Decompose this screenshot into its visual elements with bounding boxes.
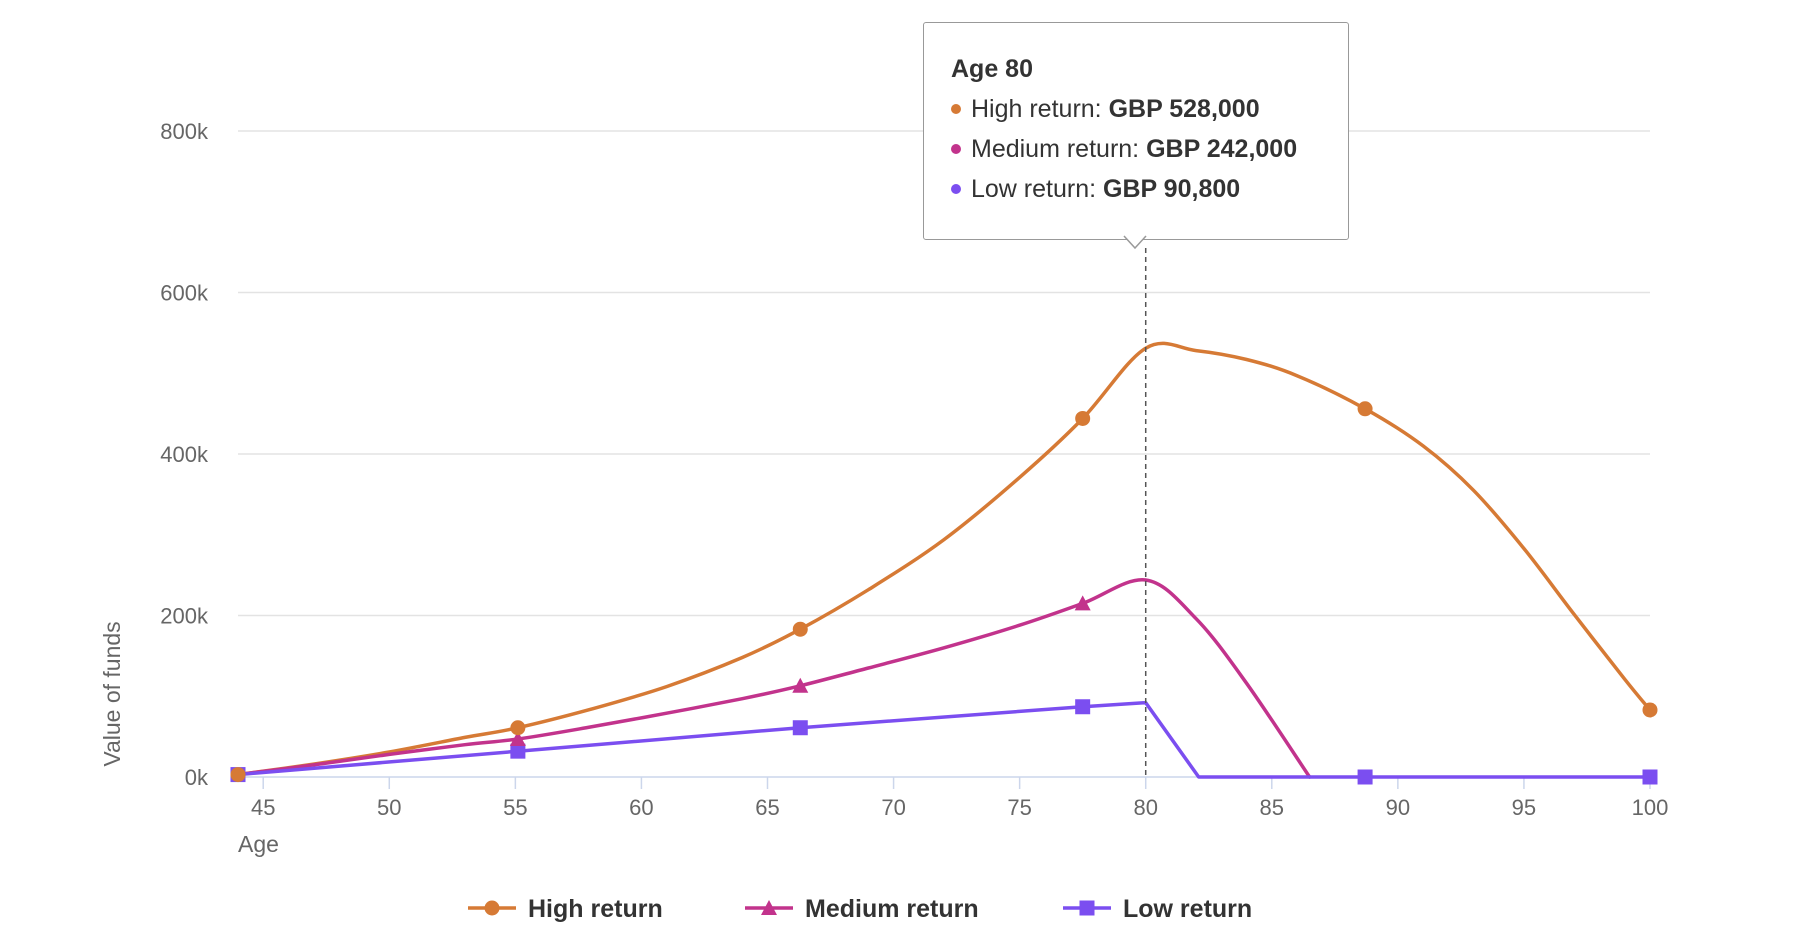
tooltip-value-high: GBP 528,000 bbox=[1108, 95, 1260, 123]
high-return-marker-3[interactable] bbox=[1075, 410, 1091, 426]
low-return-marker-2[interactable] bbox=[792, 720, 808, 736]
high-return-marker-1[interactable] bbox=[510, 720, 526, 736]
high-return-marker-5[interactable] bbox=[1642, 702, 1658, 718]
high-return-marker-4[interactable] bbox=[1357, 401, 1373, 417]
series-line-high-return bbox=[236, 341, 1652, 777]
tooltip-dot-medium bbox=[951, 144, 961, 154]
tooltip-row-low: Low return: GBP 90,800 bbox=[951, 169, 1348, 209]
y-tick-label-0k: 0k bbox=[185, 765, 209, 790]
series-line-medium-return bbox=[236, 578, 1312, 779]
y-axis-title: Value of funds bbox=[99, 621, 125, 766]
x-tick-label-65: 65 bbox=[755, 795, 779, 820]
legend-label-high-return: High return bbox=[528, 895, 663, 923]
y-tick-label-600k: 600k bbox=[160, 281, 209, 306]
tooltip-value-low: GBP 90,800 bbox=[1103, 175, 1241, 203]
low-return-marker-5[interactable] bbox=[1642, 769, 1658, 785]
medium-return-marker-1[interactable] bbox=[509, 731, 526, 747]
tooltip-label-high: High return: bbox=[971, 95, 1102, 123]
high-return-marker-2[interactable] bbox=[792, 621, 808, 637]
legend-label-low-return: Low return bbox=[1123, 895, 1252, 923]
x-tick-label-90: 90 bbox=[1386, 795, 1410, 820]
y-tick-label-200k: 200k bbox=[160, 604, 209, 629]
y-tick-label-800k: 800k bbox=[160, 119, 209, 144]
legend-swatch-marker-high-return bbox=[484, 900, 500, 916]
medium-return-marker-2[interactable] bbox=[792, 677, 809, 693]
tooltip: Age 80 High return: GBP 528,000 Medium r… bbox=[923, 22, 1349, 240]
medium-return-marker-3[interactable] bbox=[1074, 595, 1091, 611]
legend-item-high-return[interactable]: High return bbox=[468, 895, 663, 923]
x-tick-label-70: 70 bbox=[881, 795, 905, 820]
series-lines bbox=[236, 341, 1652, 779]
legend-item-medium-return[interactable]: Medium return bbox=[745, 895, 979, 923]
series-markers[interactable] bbox=[230, 401, 1658, 785]
x-axis-title: Age bbox=[238, 831, 279, 857]
legend-swatch-marker-low-return bbox=[1079, 900, 1095, 916]
low-return-marker-1[interactable] bbox=[510, 743, 526, 759]
x-axis: 45 50 55 60 65 70 75 80 85 90 95 100 bbox=[238, 776, 1669, 820]
tooltip-label-low: Low return: bbox=[971, 175, 1097, 203]
tooltip-label-medium: Medium return: bbox=[971, 135, 1140, 163]
high-return-marker-0[interactable] bbox=[230, 767, 246, 783]
legend-item-low-return[interactable]: Low return bbox=[1063, 895, 1252, 923]
x-tick-label-100: 100 bbox=[1632, 795, 1669, 820]
legend: High return Medium return Low return bbox=[468, 895, 1252, 923]
tooltip-row-medium: Medium return: GBP 242,000 bbox=[951, 129, 1348, 169]
x-tick-label-50: 50 bbox=[377, 795, 401, 820]
tooltip-row-high: High return: GBP 528,000 bbox=[951, 89, 1348, 129]
legend-swatch-marker-medium-return bbox=[761, 900, 777, 915]
tooltip-dot-low bbox=[951, 184, 961, 194]
legend-label-medium-return: Medium return bbox=[805, 895, 979, 923]
y-axis-ticks: 0k 200k 400k 600k 800k bbox=[160, 119, 209, 790]
tooltip-caret bbox=[1123, 235, 1147, 250]
low-return-marker-3[interactable] bbox=[1075, 699, 1091, 715]
tooltip-dot-high bbox=[951, 104, 961, 114]
y-tick-label-400k: 400k bbox=[160, 442, 209, 467]
x-tick-label-45: 45 bbox=[251, 795, 275, 820]
tooltip-value-medium: GBP 242,000 bbox=[1146, 135, 1298, 163]
x-tick-label-75: 75 bbox=[1007, 795, 1031, 820]
x-tick-label-80: 80 bbox=[1133, 795, 1157, 820]
x-tick-label-60: 60 bbox=[629, 795, 653, 820]
x-tick-label-55: 55 bbox=[503, 795, 527, 820]
x-tick-label-95: 95 bbox=[1512, 795, 1536, 820]
low-return-marker-4[interactable] bbox=[1357, 769, 1373, 785]
series-line-low-return bbox=[236, 700, 1652, 779]
tooltip-title: Age 80 bbox=[951, 55, 1033, 83]
x-tick-label-85: 85 bbox=[1260, 795, 1284, 820]
